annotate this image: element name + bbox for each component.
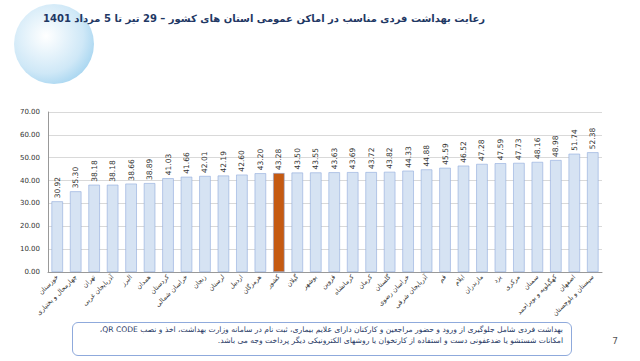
svg-text:45.59: 45.59 bbox=[441, 143, 450, 165]
svg-text:43.69: 43.69 bbox=[348, 147, 357, 169]
svg-text:38.18: 38.18 bbox=[108, 160, 117, 182]
svg-text:گلستان: گلستان bbox=[372, 273, 393, 293]
svg-text:مرکزی: مرکزی bbox=[503, 273, 522, 292]
svg-text:تهران: تهران bbox=[80, 273, 97, 290]
svg-text:51.74: 51.74 bbox=[570, 129, 579, 151]
svg-text:43.63: 43.63 bbox=[330, 148, 339, 170]
svg-text:کشور: کشور bbox=[264, 273, 282, 291]
svg-text:20.00: 20.00 bbox=[20, 222, 40, 230]
svg-text:47.73: 47.73 bbox=[514, 138, 523, 160]
svg-text:48.98: 48.98 bbox=[551, 135, 560, 157]
svg-text:41.66: 41.66 bbox=[182, 152, 191, 174]
svg-text:30.92: 30.92 bbox=[53, 177, 62, 199]
svg-text:48.16: 48.16 bbox=[533, 137, 542, 159]
svg-text:اصفهان: اصفهان bbox=[557, 273, 578, 294]
svg-text:42.19: 42.19 bbox=[219, 151, 228, 173]
svg-text:40.00: 40.00 bbox=[20, 177, 40, 185]
svg-text:لرستان: لرستان bbox=[207, 273, 227, 293]
svg-text:کرمانشاه: کرمانشاه bbox=[332, 273, 356, 297]
svg-text:قزوین: قزوین bbox=[319, 273, 338, 291]
svg-text:70.00: 70.00 bbox=[20, 108, 40, 116]
svg-text:کهگیلویه و بویراحمد: کهگیلویه و بویراحمد bbox=[515, 273, 559, 317]
svg-text:10.00: 10.00 bbox=[20, 245, 40, 253]
svg-text:43.28: 43.28 bbox=[274, 148, 283, 170]
svg-text:کردستان: کردستان bbox=[148, 273, 171, 296]
svg-text:چهارمحال و بختیاری: چهارمحال و بختیاری bbox=[35, 273, 79, 317]
svg-text:42.01: 42.01 bbox=[200, 151, 209, 173]
html-text:7: 7 bbox=[612, 336, 618, 346]
svg-text:60.00: 60.00 bbox=[20, 131, 40, 139]
svg-text:50.00: 50.00 bbox=[20, 154, 40, 162]
svg-text:بوشهر: بوشهر bbox=[300, 273, 319, 292]
svg-text:38.18: 38.18 bbox=[90, 160, 99, 182]
svg-text:38.66: 38.66 bbox=[127, 159, 136, 181]
svg-text:46.52: 46.52 bbox=[459, 141, 468, 163]
svg-text:رعایت بهداشت فردی مناسب در اما: رعایت بهداشت فردی مناسب در اماکن عمومی ا… bbox=[43, 13, 485, 25]
svg-text:30.00: 30.00 bbox=[20, 199, 40, 207]
svg-text:43.20: 43.20 bbox=[256, 149, 265, 171]
svg-text:38.89: 38.89 bbox=[145, 158, 154, 180]
svg-text:43.72: 43.72 bbox=[367, 147, 376, 169]
svg-text:44.33: 44.33 bbox=[404, 146, 413, 168]
svg-text:خراسان شمالی: خراسان شمالی bbox=[154, 273, 189, 308]
svg-text:43.82: 43.82 bbox=[385, 147, 394, 169]
svg-text:همدان: همدان bbox=[134, 273, 153, 291]
svg-text:سمنان: سمنان bbox=[521, 273, 541, 292]
svg-text:ایلام: ایلام bbox=[453, 273, 467, 287]
svg-text:47.28: 47.28 bbox=[477, 139, 486, 161]
svg-text:آذربایجان شرقی: آذربایجان شرقی bbox=[392, 272, 430, 310]
svg-text:یزد: یزد bbox=[492, 273, 504, 285]
svg-text:خراسان رضوی: خراسان رضوی bbox=[376, 273, 411, 308]
svg-text:اردبیل: اردبیل bbox=[227, 273, 245, 291]
svg-text:خوزستان: خوزستان bbox=[37, 273, 61, 297]
svg-text:44.88: 44.88 bbox=[422, 145, 431, 167]
svg-text:0.00: 0.00 bbox=[24, 268, 40, 276]
svg-text:البرز: البرز bbox=[119, 273, 134, 288]
svg-text:سیستان و بلوچستان: سیستان و بلوچستان bbox=[551, 273, 595, 317]
svg-text:مازندران: مازندران bbox=[463, 273, 485, 295]
svg-text:41.03: 41.03 bbox=[164, 154, 173, 176]
svg-text:زنجان: زنجان bbox=[191, 273, 208, 290]
svg-text:قم: قم bbox=[437, 273, 448, 284]
svg-text:35.30: 35.30 bbox=[71, 167, 80, 189]
svg-text:هرمزگان: هرمزگان bbox=[241, 273, 264, 296]
svg-text:42.60: 42.60 bbox=[237, 150, 246, 172]
svg-text:کرمان: کرمان bbox=[356, 273, 374, 291]
svg-text:47.59: 47.59 bbox=[496, 139, 505, 161]
svg-text:43.55: 43.55 bbox=[311, 148, 320, 170]
svg-text:43.50: 43.50 bbox=[293, 148, 302, 170]
svg-text:52.38: 52.38 bbox=[588, 128, 597, 150]
svg-text:گیلان: گیلان bbox=[285, 273, 301, 289]
html-text:بهداشت فردی شامل جلوگیری از ور: بهداشت فردی شامل جلوگیری از ورود و حضور … bbox=[99, 325, 563, 345]
svg-text:آذربایجان غربی: آذربایجان غربی bbox=[80, 272, 116, 308]
